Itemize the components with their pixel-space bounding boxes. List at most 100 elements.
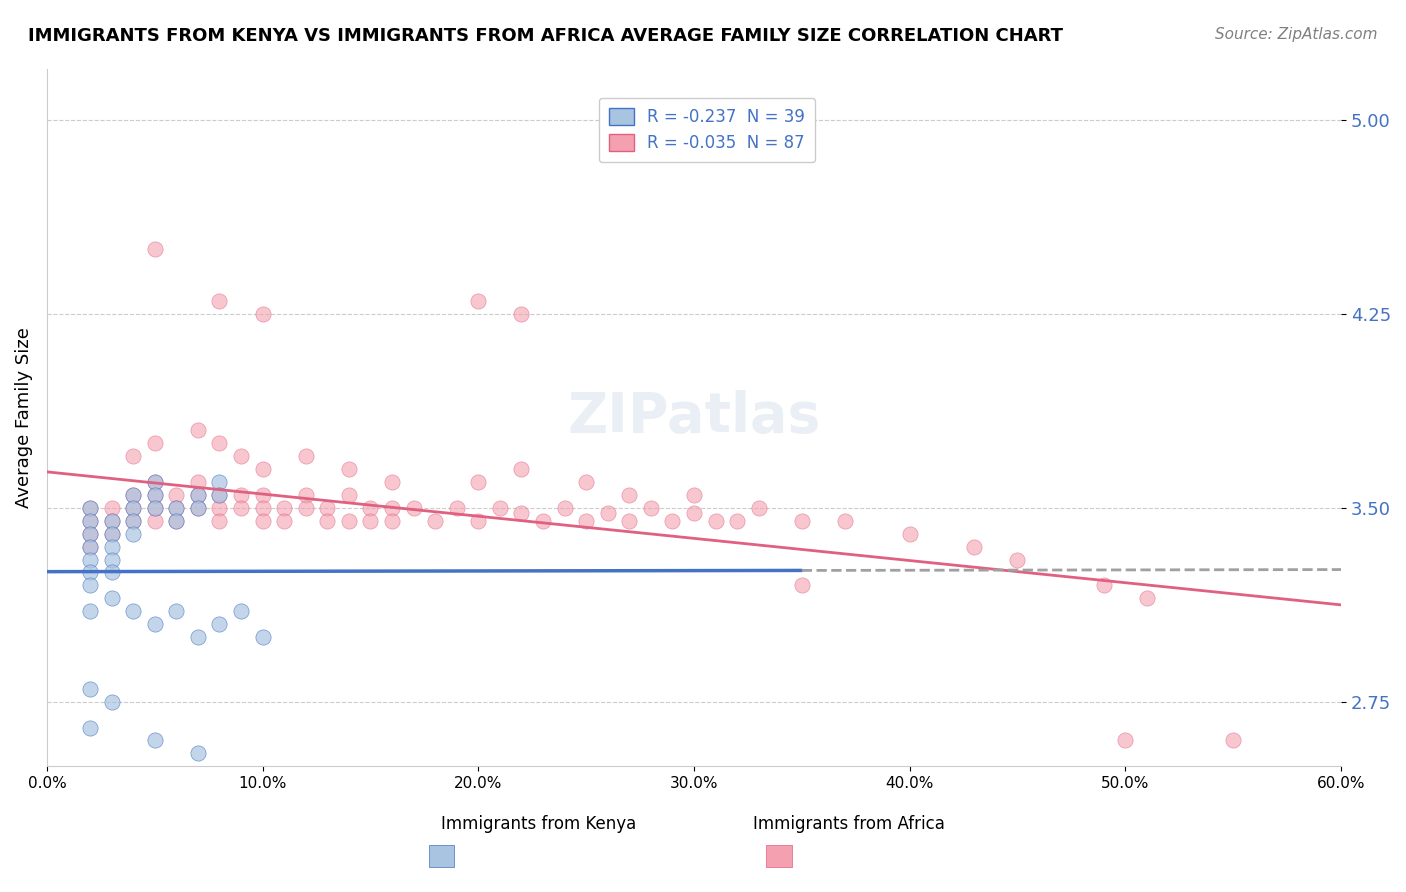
Point (187, 500, 209, 515)
Point (381, 475, 404, 489)
Point (79, 566, 101, 580)
Point (467, 475, 489, 489)
Point (187, 488, 209, 502)
Point (337, 462, 360, 476)
Point (187, 488, 209, 502)
Point (423, 514, 446, 528)
Point (381, 500, 404, 515)
Point (208, 436, 231, 450)
Point (898, 526, 921, 541)
Point (683, 506, 706, 520)
Point (252, 462, 274, 476)
Point (79, 500, 101, 515)
Bar (766, 845, 792, 867)
Point (1114, 733, 1136, 747)
Point (79, 540, 101, 554)
Point (79, 514, 101, 528)
Point (122, 604, 145, 618)
Point (79, 681, 101, 696)
Point (79, 514, 101, 528)
Point (79, 540, 101, 554)
Point (100, 591, 122, 606)
Point (165, 500, 187, 515)
Point (143, 475, 166, 489)
Point (1222, 733, 1244, 747)
Point (510, 462, 533, 476)
Point (402, 500, 425, 515)
Text: Immigrants from Kenya: Immigrants from Kenya (441, 815, 637, 833)
Point (273, 500, 295, 515)
Point (294, 488, 316, 502)
Point (554, 500, 576, 515)
Bar (429, 845, 454, 867)
Text: Source: ZipAtlas.com: Source: ZipAtlas.com (1215, 27, 1378, 42)
Point (252, 307, 274, 321)
Point (143, 488, 166, 502)
Point (143, 488, 166, 502)
Point (79, 526, 101, 541)
Point (1136, 591, 1159, 606)
Point (143, 475, 166, 489)
Point (467, 294, 489, 309)
Point (187, 423, 209, 437)
Point (100, 566, 122, 580)
Point (252, 500, 274, 515)
Point (165, 604, 187, 618)
Point (187, 500, 209, 515)
Point (619, 488, 641, 502)
Point (187, 747, 209, 761)
Point (229, 449, 252, 463)
Point (337, 514, 360, 528)
Point (489, 500, 512, 515)
Point (596, 506, 619, 520)
Point (252, 514, 274, 528)
Point (143, 500, 166, 515)
Point (122, 500, 145, 515)
Point (100, 500, 122, 515)
Point (165, 488, 187, 502)
Point (143, 500, 166, 515)
Point (165, 500, 187, 515)
Point (165, 514, 187, 528)
Point (187, 630, 209, 644)
Point (252, 630, 274, 644)
Point (229, 488, 252, 502)
Point (531, 514, 554, 528)
Text: IMMIGRANTS FROM KENYA VS IMMIGRANTS FROM AFRICA AVERAGE FAMILY SIZE CORRELATION : IMMIGRANTS FROM KENYA VS IMMIGRANTS FROM… (28, 27, 1063, 45)
Point (963, 540, 986, 554)
Point (122, 488, 145, 502)
Point (122, 526, 145, 541)
Point (575, 863, 598, 877)
Point (316, 500, 339, 515)
Point (143, 243, 166, 257)
Point (122, 514, 145, 528)
Point (100, 526, 122, 541)
Point (704, 514, 727, 528)
Point (575, 475, 598, 489)
Point (510, 506, 533, 520)
Point (1092, 578, 1115, 592)
Point (143, 514, 166, 528)
Point (143, 733, 166, 747)
Point (100, 552, 122, 566)
Point (381, 514, 404, 528)
Point (100, 695, 122, 709)
Point (79, 552, 101, 566)
Point (834, 514, 856, 528)
Point (683, 488, 706, 502)
Point (122, 500, 145, 515)
Point (79, 500, 101, 515)
Point (359, 500, 381, 515)
Point (510, 307, 533, 321)
Point (467, 514, 489, 528)
Point (187, 475, 209, 489)
Point (252, 488, 274, 502)
Point (294, 500, 316, 515)
Point (229, 500, 252, 515)
Text: Immigrants from Africa: Immigrants from Africa (754, 815, 945, 833)
Point (337, 488, 360, 502)
Point (79, 526, 101, 541)
Point (316, 514, 339, 528)
Point (100, 514, 122, 528)
Point (208, 488, 231, 502)
